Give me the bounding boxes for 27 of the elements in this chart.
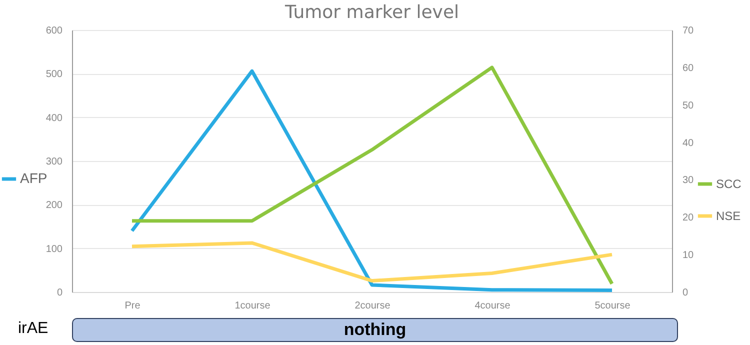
legend-label: AFP bbox=[20, 170, 48, 186]
chart-title: Tumor marker level bbox=[284, 2, 460, 23]
x-tick-label: 1course bbox=[234, 300, 271, 312]
x-tick-label: 4course bbox=[474, 300, 511, 312]
y-tick-label: 500 bbox=[46, 69, 63, 80]
x-tick-label: 5course bbox=[594, 300, 631, 312]
y-tick-label: 400 bbox=[46, 112, 63, 124]
y-tick-label: 300 bbox=[46, 156, 63, 168]
y2-tick-label: 40 bbox=[682, 138, 694, 149]
y2-tick-label: 50 bbox=[682, 100, 694, 112]
y2-tick-label: 10 bbox=[682, 250, 694, 262]
rounded-box: nothing bbox=[72, 318, 678, 342]
line-series bbox=[130, 241, 614, 283]
legend-label: NSE bbox=[716, 209, 741, 223]
y-tick-label: 0 bbox=[56, 288, 63, 298]
y2-tick-label: 30 bbox=[682, 175, 694, 186]
x-tick-label: Pre bbox=[124, 300, 141, 312]
y2-tick-label: 70 bbox=[682, 26, 694, 36]
y2-tick-label: 20 bbox=[682, 212, 694, 224]
y2-tick-label: 0 bbox=[682, 288, 688, 298]
y-tick-label: 100 bbox=[46, 244, 63, 255]
legend-label: SCC bbox=[716, 177, 742, 191]
y2-tick-label: 60 bbox=[682, 62, 694, 74]
x-tick-label: 2course bbox=[354, 300, 391, 312]
y-tick-label: 600 bbox=[46, 26, 63, 36]
y-tick-label: 200 bbox=[46, 200, 63, 212]
text: irAE bbox=[18, 320, 48, 338]
